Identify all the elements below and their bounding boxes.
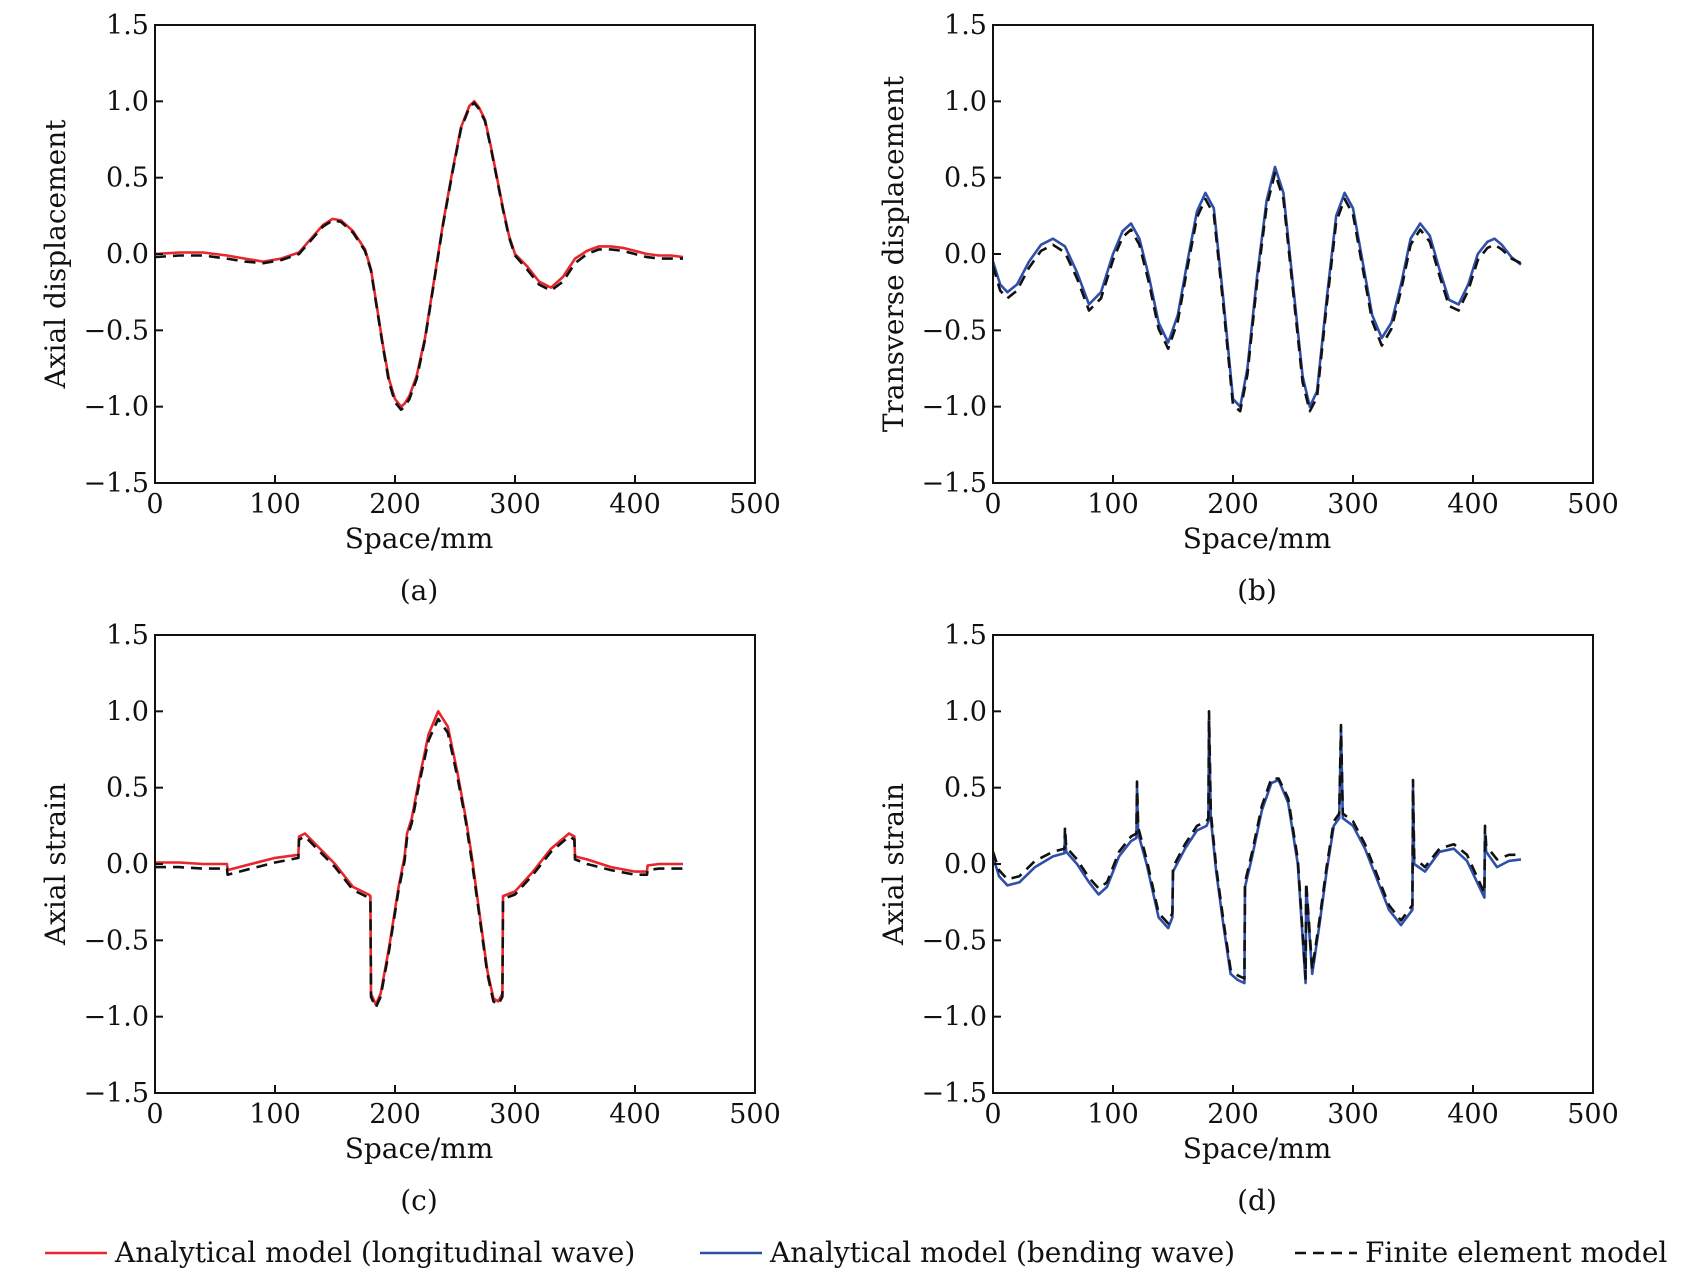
y-axis-title: Axial strain: [39, 783, 72, 946]
x-tick-label: 500: [729, 489, 781, 520]
y-tick-label: −1.5: [921, 468, 987, 499]
series-bending-line: [993, 165, 1522, 408]
y-tick-label: 1.5: [106, 620, 149, 651]
x-tick-label: 200: [1207, 489, 1259, 520]
panel-d: 0 100 200 300 400 500 −1.5 −1.0 −0.5 0.0 0.5 1.0 1.5…: [877, 620, 1619, 1217]
y-tick-label: −0.5: [921, 315, 987, 346]
x-tick-label: 400: [609, 489, 661, 520]
y-tick-label: 0.0: [106, 849, 149, 880]
x-axis-title: Space/mm: [1183, 1132, 1332, 1165]
y-tick-label: 0.0: [944, 239, 987, 270]
legend: Analytical model (longitudinal wave) Anal…: [45, 1236, 1667, 1269]
panel-label: (a): [400, 574, 439, 607]
x-tick-label: 500: [1567, 1099, 1619, 1130]
panel-label: (c): [400, 1184, 438, 1217]
x-tick-label: 300: [489, 489, 541, 520]
legend-label-fem: Finite element model: [1365, 1236, 1667, 1269]
panel-label: (b): [1237, 574, 1277, 607]
series-longitudinal-line: [155, 100, 684, 408]
y-tick-label: −1.0: [921, 1002, 987, 1033]
x-tick-label: 0: [146, 1099, 163, 1130]
series-fem-line: [155, 101, 683, 411]
y-tick-label: 1.5: [944, 10, 987, 41]
y-axis-title: Axial displacement: [39, 119, 72, 390]
plot-frame: [154, 24, 756, 484]
x-tick-label: 300: [1327, 489, 1379, 520]
y-tick-label: 1.0: [944, 86, 987, 117]
x-tick-label: 200: [369, 1099, 421, 1130]
series-fem-line: [155, 717, 683, 1009]
y-tick-label: 0.5: [944, 773, 987, 804]
y-tick-label: −0.5: [83, 315, 149, 346]
panel-a: 0 100 200 300 400 500 −1.5 −1.0 −0.5 0.0 0.5 1.0 1.5…: [39, 10, 781, 607]
x-tick-label: 500: [729, 1099, 781, 1130]
x-axis-title: Space/mm: [1183, 522, 1332, 555]
y-tick-label: −0.5: [921, 925, 987, 956]
plot-frame: [992, 24, 1594, 484]
y-axis-title: Axial strain: [877, 783, 910, 946]
x-tick-label: 100: [1087, 489, 1139, 520]
legend-label-longitudinal: Analytical model (longitudinal wave): [114, 1236, 635, 1269]
x-tick-label: 0: [984, 489, 1001, 520]
y-tick-label: −1.0: [921, 392, 987, 423]
y-tick-label: 0.0: [944, 849, 987, 880]
x-tick-label: 300: [1327, 1099, 1379, 1130]
x-axis-title: Space/mm: [345, 1132, 494, 1165]
series-fem-line: [993, 171, 1522, 413]
y-tick-label: 1.0: [944, 696, 987, 727]
x-tick-label: 0: [984, 1099, 1001, 1130]
y-tick-label: 1.5: [106, 10, 149, 41]
x-tick-label: 300: [489, 1099, 541, 1130]
y-tick-label: 0.5: [106, 163, 149, 194]
x-axis-title: Space/mm: [345, 522, 494, 555]
x-tick-label: 400: [609, 1099, 661, 1130]
y-tick-label: 1.0: [106, 696, 149, 727]
y-axis-title: Transverse displacement: [877, 75, 910, 432]
x-tick-label: 200: [1207, 1099, 1259, 1130]
panel-c: 0 100 200 300 400 500 −1.5 −1.0 −0.5 0.0 0.5 1.0 1.5…: [39, 620, 781, 1217]
y-tick-label: −1.5: [83, 468, 149, 499]
x-tick-label: 100: [249, 1099, 301, 1130]
y-tick-label: −1.5: [921, 1078, 987, 1109]
y-tick-label: −1.5: [83, 1078, 149, 1109]
x-tick-label: 100: [1087, 1099, 1139, 1130]
panel-label: (d): [1237, 1184, 1277, 1217]
y-tick-label: 1.5: [944, 620, 987, 651]
x-tick-label: 500: [1567, 489, 1619, 520]
x-tick-label: 400: [1447, 1099, 1499, 1130]
x-tick-label: 0: [146, 489, 163, 520]
y-tick-label: 1.0: [106, 86, 149, 117]
x-tick-label: 400: [1447, 489, 1499, 520]
y-tick-label: 0.5: [944, 163, 987, 194]
panel-b: 0 100 200 300 400 500 −1.5 −1.0 −0.5 0.0 0.5 1.0 1.5…: [877, 10, 1619, 607]
x-tick-label: 200: [369, 489, 421, 520]
y-tick-label: −1.0: [83, 392, 149, 423]
y-tick-label: −0.5: [83, 925, 149, 956]
y-tick-label: 0.5: [106, 773, 149, 804]
series-longitudinal-line: [155, 710, 683, 1006]
y-tick-label: 0.0: [106, 239, 149, 270]
legend-label-bending: Analytical model (bending wave): [769, 1236, 1235, 1269]
y-tick-label: −1.0: [83, 1002, 149, 1033]
x-tick-label: 100: [249, 489, 301, 520]
series-fem-line: [993, 710, 1521, 980]
series-bending-line: [993, 717, 1522, 985]
